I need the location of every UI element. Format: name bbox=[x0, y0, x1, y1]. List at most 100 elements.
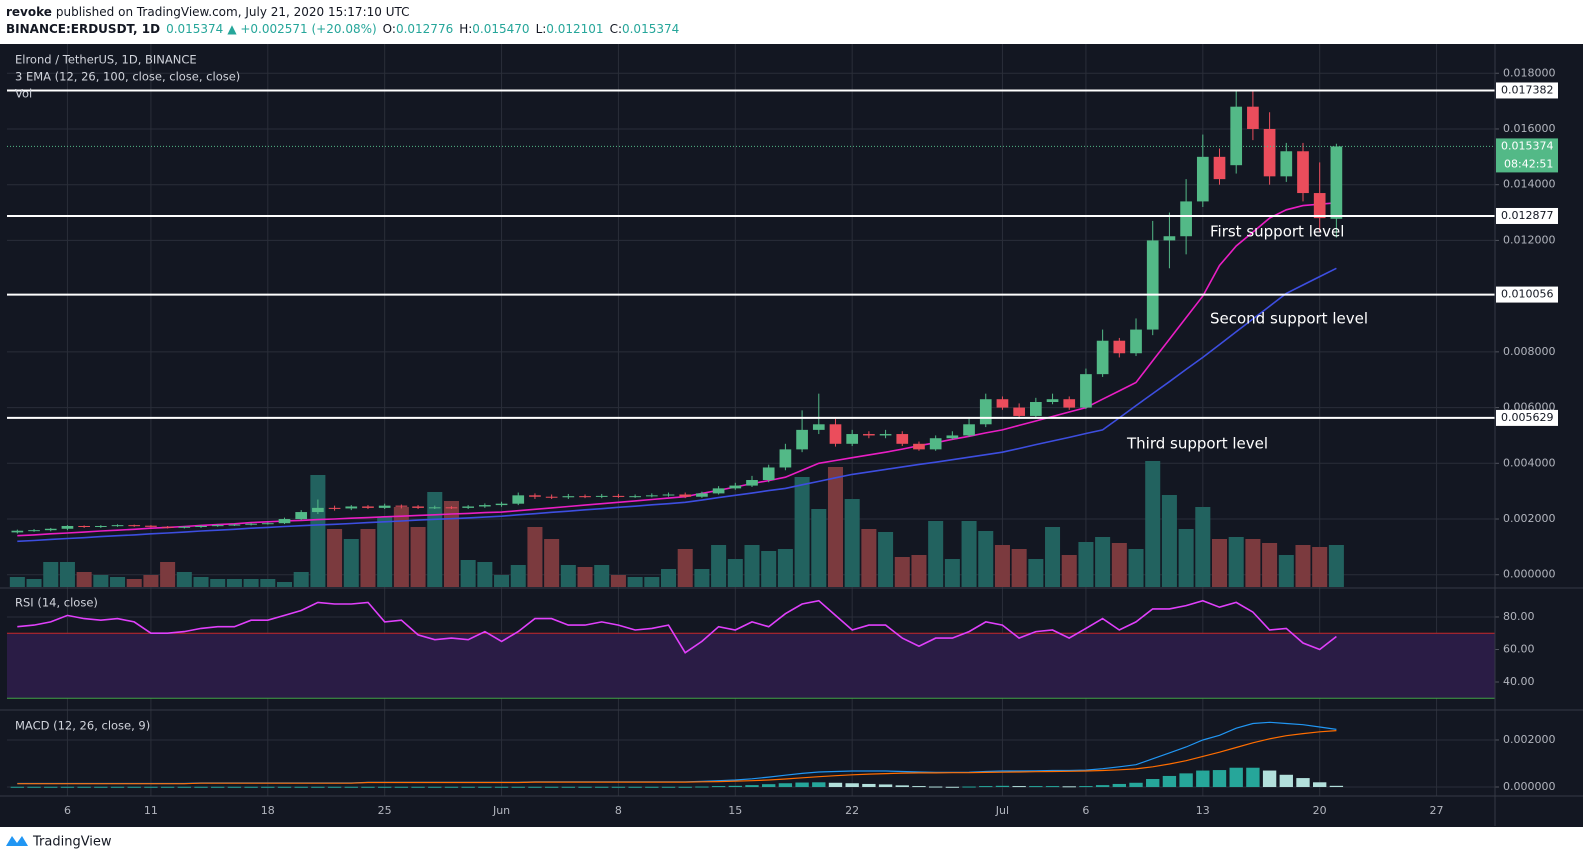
macd-histogram bbox=[1095, 785, 1110, 788]
volume-bar bbox=[510, 565, 526, 587]
candle-body bbox=[1196, 156, 1209, 202]
volume-bar bbox=[1195, 507, 1211, 587]
volume-bar bbox=[210, 579, 226, 587]
candle-body bbox=[679, 494, 692, 497]
level-label-bg bbox=[1496, 409, 1558, 426]
ohlc: O:0.012776 H:0.015470 L:0.012101 C:0.015374 bbox=[383, 22, 680, 36]
macd-histogram bbox=[995, 785, 1010, 788]
candle-body bbox=[545, 496, 558, 498]
volume-bar bbox=[193, 577, 209, 587]
candle-body bbox=[278, 519, 291, 524]
volume-bar bbox=[777, 549, 793, 587]
volume-bar bbox=[944, 559, 960, 587]
candle-body bbox=[245, 523, 257, 525]
macd-histogram bbox=[327, 786, 342, 788]
macd-histogram bbox=[1313, 782, 1327, 788]
candle-body bbox=[479, 505, 491, 507]
candle-body bbox=[362, 506, 374, 508]
macd-histogram bbox=[94, 786, 108, 788]
macd-histogram bbox=[595, 786, 609, 788]
level-label-bg bbox=[1496, 286, 1558, 303]
level-label-bg bbox=[1496, 82, 1558, 99]
macd-histogram bbox=[344, 786, 358, 788]
volume-bar bbox=[527, 527, 543, 587]
pane-title: Elrond / TetherUS, 1D, BINANCE bbox=[15, 53, 197, 67]
x-tick-label: 18 bbox=[261, 804, 275, 817]
volume-bar bbox=[1011, 549, 1027, 587]
macd-histogram bbox=[678, 786, 692, 788]
candle-body bbox=[161, 526, 174, 528]
macd-histogram bbox=[211, 786, 225, 788]
candle-body bbox=[1029, 402, 1042, 416]
volume-bar bbox=[276, 582, 293, 587]
macd-histogram bbox=[227, 786, 242, 788]
volume-bar bbox=[110, 577, 126, 587]
change: ▲ +0.002571 (+20.08%) bbox=[227, 22, 376, 36]
macd-histogram bbox=[1112, 783, 1127, 788]
macd-histogram bbox=[194, 786, 208, 788]
volume-bar bbox=[711, 545, 727, 587]
volume-bar bbox=[811, 509, 827, 587]
candle-body bbox=[946, 435, 959, 439]
volume-label: Vol bbox=[15, 87, 32, 101]
macd-histogram bbox=[578, 786, 592, 788]
ohlc-label: O: bbox=[383, 22, 396, 36]
x-tick-label: 13 bbox=[1196, 804, 1210, 817]
candle-body bbox=[1213, 156, 1226, 180]
macd-label: MACD (12, 26, close, 9) bbox=[15, 719, 150, 733]
macd-histogram bbox=[1162, 775, 1177, 788]
macd-histogram bbox=[478, 786, 492, 788]
volume-bar bbox=[1295, 545, 1311, 587]
volume-bar bbox=[727, 559, 743, 587]
volume-bar bbox=[59, 562, 75, 587]
volume-bar bbox=[443, 501, 459, 587]
y-tick-label: 0.000000 bbox=[1503, 780, 1556, 793]
macd-histogram bbox=[110, 786, 125, 788]
candle-body bbox=[1313, 193, 1326, 219]
candle-body bbox=[662, 494, 675, 496]
volume-bar bbox=[327, 529, 343, 587]
volume-bar bbox=[1262, 543, 1278, 587]
candle-body bbox=[729, 485, 742, 489]
volume-bar bbox=[26, 579, 42, 587]
candle-body bbox=[929, 438, 942, 450]
candle-body bbox=[562, 496, 575, 498]
candle-body bbox=[812, 424, 825, 430]
macd-histogram bbox=[444, 786, 459, 788]
x-tick-label: 11 bbox=[144, 804, 158, 817]
volume-bar bbox=[694, 569, 710, 587]
candle-body bbox=[645, 495, 658, 497]
level-label: 0.005629 bbox=[1501, 411, 1554, 424]
footer-bg bbox=[0, 827, 1583, 868]
candle-body bbox=[378, 505, 391, 508]
volume-bar bbox=[677, 549, 693, 587]
volume-bar bbox=[844, 499, 860, 587]
candle-body bbox=[579, 496, 591, 498]
candle-body bbox=[512, 495, 525, 504]
macd-histogram bbox=[511, 786, 525, 788]
macd-histogram bbox=[1329, 785, 1344, 788]
macd-histogram bbox=[144, 786, 158, 788]
candle-body bbox=[1263, 128, 1276, 177]
macd-histogram bbox=[177, 786, 191, 788]
y-tick-label: 0.014000 bbox=[1503, 178, 1556, 191]
candle-body bbox=[879, 434, 892, 436]
volume-bar bbox=[961, 521, 977, 587]
volume-bar bbox=[560, 565, 576, 587]
macd-histogram bbox=[1262, 770, 1277, 788]
volume-bar bbox=[928, 521, 944, 587]
ohlc-label: L: bbox=[536, 22, 547, 36]
macd-histogram bbox=[862, 783, 876, 788]
macd-histogram bbox=[979, 786, 993, 788]
annotation: Third support level bbox=[1126, 435, 1268, 453]
macd-histogram bbox=[1062, 786, 1076, 788]
macd-histogram bbox=[1246, 767, 1260, 788]
volume-bar bbox=[1061, 555, 1077, 587]
candle-body bbox=[1180, 201, 1192, 237]
annotation: Second support level bbox=[1210, 310, 1368, 328]
x-tick-label: Jun bbox=[492, 804, 510, 817]
candle-body bbox=[211, 525, 224, 527]
y-tick-label: 0.012000 bbox=[1503, 233, 1556, 246]
volume-bar bbox=[1095, 537, 1111, 587]
